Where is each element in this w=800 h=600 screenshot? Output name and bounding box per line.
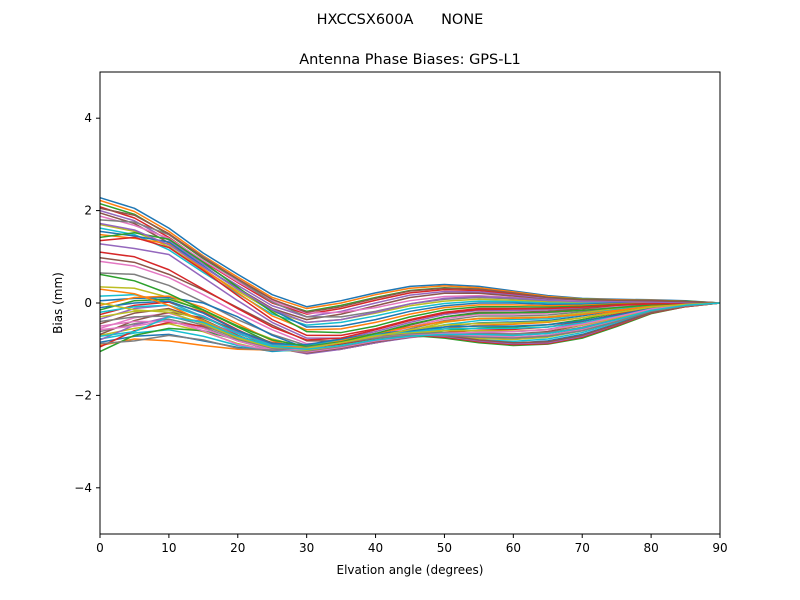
x-axis-label: Elvation angle (degrees) (337, 563, 484, 577)
series-line-50 (99, 302, 721, 350)
y-tick-label: 2 (84, 204, 92, 218)
y-tick-label: 0 (84, 296, 92, 310)
x-tick-label: 10 (161, 541, 176, 555)
series-line-11 (99, 230, 721, 328)
series-line-39 (99, 302, 721, 349)
series-line-43 (99, 273, 721, 348)
y-axis-label: Bias (mm) (51, 272, 65, 334)
series-line-48 (99, 302, 721, 351)
x-tick-label: 20 (230, 541, 245, 555)
series-line-45 (99, 222, 721, 324)
x-tick-label: 0 (96, 541, 104, 555)
x-tick-label: 40 (368, 541, 383, 555)
series-line-49 (99, 302, 721, 350)
x-tick-label: 50 (437, 541, 452, 555)
series-line-37 (99, 302, 721, 350)
x-tick-label: 90 (712, 541, 727, 555)
x-tick-label: 30 (299, 541, 314, 555)
y-tick-label: −4 (74, 481, 92, 495)
chart-title: Antenna Phase Biases: GPS-L1 (299, 52, 521, 68)
x-axis: 0 10 20 30 40 50 60 70 80 90 (96, 534, 728, 555)
series-line-44 (99, 251, 721, 341)
figure-suptitle: HXCCSX600A NONE (317, 12, 484, 28)
y-tick-label: −2 (74, 388, 92, 402)
y-axis: −4 −2 0 2 4 (74, 111, 100, 495)
series-line-42 (99, 288, 721, 349)
x-tick-label: 80 (643, 541, 658, 555)
series-line-46 (99, 207, 721, 313)
y-tick-label: 4 (84, 111, 92, 125)
x-tick-label: 70 (575, 541, 590, 555)
series-line-41 (99, 300, 721, 346)
x-tick-label: 60 (506, 541, 521, 555)
series-layer (99, 196, 721, 355)
